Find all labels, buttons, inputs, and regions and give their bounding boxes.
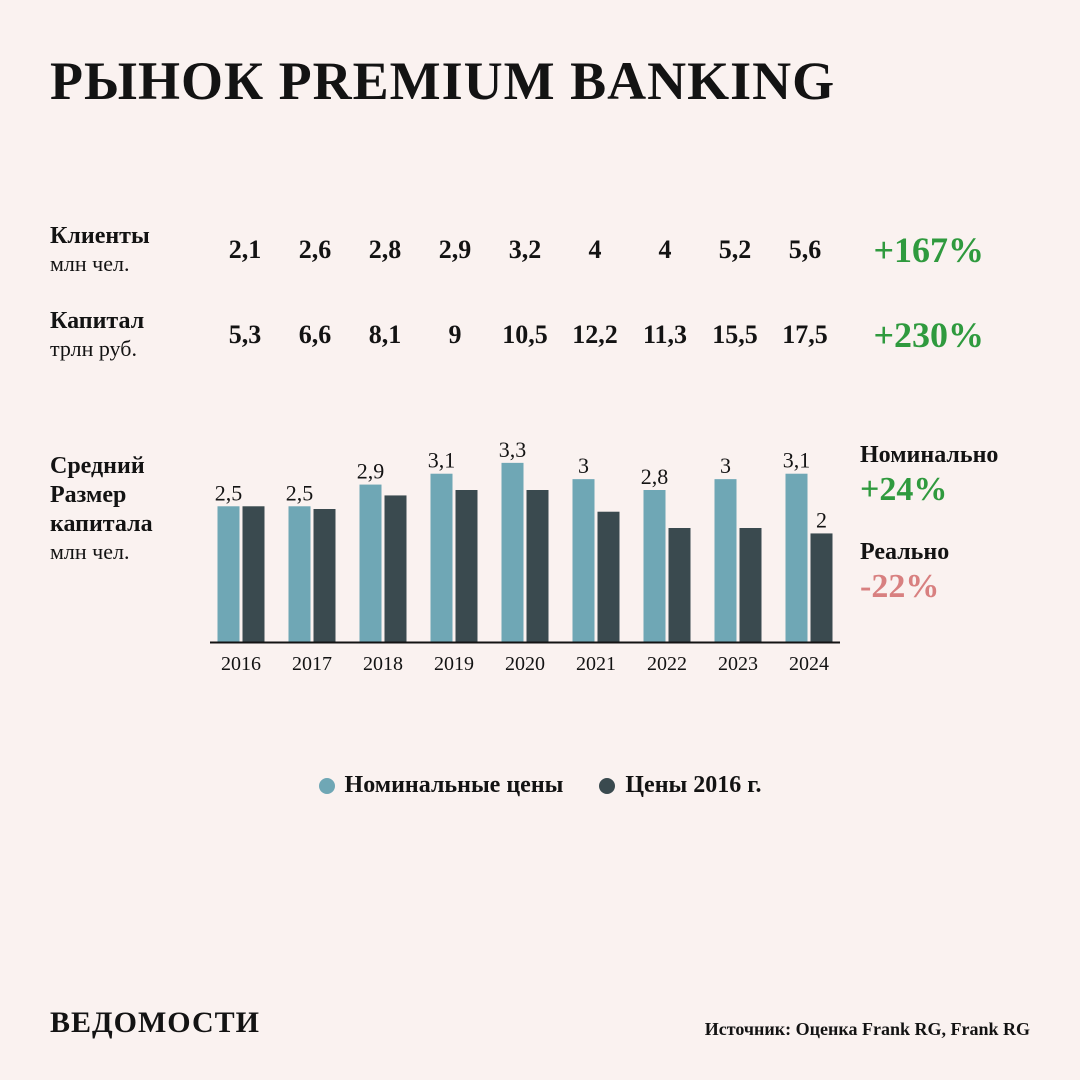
data-row: Капиталтрлн руб.5,36,68,1910,512,211,315…	[50, 307, 1030, 362]
bar	[573, 480, 595, 643]
bar	[811, 534, 833, 643]
legend-dot	[599, 778, 615, 794]
page: РЫНОК PREMIUM BANKING Клиентымлн чел.2,1…	[0, 0, 1080, 1080]
row-label-sub: млн чел.	[50, 251, 210, 277]
bar	[669, 528, 691, 642]
data-cell: 5,3	[210, 320, 280, 350]
bar	[598, 512, 620, 642]
bar-chart: 2,5 2016 2,5 2017 2,9 2018 3,1 2019 3,3 2020 3 2021…	[210, 422, 840, 682]
data-cell: 17,5	[770, 320, 840, 350]
row-label-main: Капитал	[50, 307, 210, 336]
data-row: Клиентымлн чел.2,12,62,82,93,2445,25,6+1…	[50, 222, 1030, 277]
brand-logo: ВЕДОМОСТИ	[50, 1006, 260, 1040]
x-axis-label: 2019	[434, 653, 474, 675]
chart-label-main: Средний Размер капитала	[50, 452, 210, 538]
bar-value-label: 3	[720, 454, 731, 479]
side-group: Реально-22%	[860, 539, 1040, 606]
chart-label-sub: млн чел.	[50, 539, 210, 565]
bar-value-label: 2,5	[286, 481, 314, 506]
bar	[740, 528, 762, 642]
data-cell: 2,9	[420, 235, 490, 265]
x-axis-label: 2017	[292, 653, 332, 675]
bar	[218, 507, 240, 643]
bar	[243, 507, 265, 643]
side-value: +24%	[860, 471, 1040, 509]
data-cell: 5,2	[700, 235, 770, 265]
data-cell: 8,1	[350, 320, 420, 350]
chart-block: Средний Размер капитала млн чел. 2,5 2016…	[50, 422, 1030, 682]
data-cell: 2,1	[210, 235, 280, 265]
bar	[527, 490, 549, 642]
bar	[786, 474, 808, 642]
row-label: Клиентымлн чел.	[50, 222, 210, 277]
row-label: Капиталтрлн руб.	[50, 307, 210, 362]
x-axis-label: 2020	[505, 653, 545, 675]
legend-item: Номинальные цены	[319, 772, 564, 799]
bar-value-label: 3,1	[783, 448, 811, 473]
bar-value-label: 3,3	[499, 437, 527, 462]
bar	[644, 490, 666, 642]
bar	[289, 507, 311, 643]
footer: ВЕДОМОСТИ Источник: Оценка Frank RG, Fra…	[50, 1006, 1030, 1040]
legend-dot	[319, 778, 335, 794]
x-axis-label: 2018	[363, 653, 403, 675]
bar	[314, 509, 336, 642]
data-cell: 3,2	[490, 235, 560, 265]
chart-label: Средний Размер капитала млн чел.	[50, 422, 210, 682]
x-axis-label: 2016	[221, 653, 261, 675]
legend: Номинальные цены Цены 2016 г.	[50, 772, 1030, 801]
x-axis-label: 2022	[647, 653, 687, 675]
bar	[431, 474, 453, 642]
bar	[360, 485, 382, 642]
data-cell: 10,5	[490, 320, 560, 350]
data-cell: 9	[420, 320, 490, 350]
data-cell: 2,6	[280, 235, 350, 265]
data-cell: 6,6	[280, 320, 350, 350]
bar-value-label: 2	[816, 508, 827, 533]
data-cell: 4	[630, 235, 700, 265]
bar	[385, 496, 407, 643]
data-cell: 15,5	[700, 320, 770, 350]
side-value: -22%	[860, 568, 1040, 606]
data-cell: 4	[560, 235, 630, 265]
chart-area: 2,5 2016 2,5 2017 2,9 2018 3,1 2019 3,3 2020 3 2021…	[210, 422, 840, 682]
data-cell: 2,8	[350, 235, 420, 265]
x-axis-label: 2024	[789, 653, 829, 675]
side-group: Номинально+24%	[860, 442, 1040, 509]
page-title: РЫНОК PREMIUM BANKING	[50, 50, 1030, 112]
source-text: Источник: Оценка Frank RG, Frank RG	[705, 1019, 1030, 1040]
legend-label: Цены 2016 г.	[625, 772, 761, 799]
row-label-main: Клиенты	[50, 222, 210, 251]
bar	[456, 490, 478, 642]
data-rows: Клиентымлн чел.2,12,62,82,93,2445,25,6+1…	[50, 222, 1030, 362]
bar-value-label: 2,5	[215, 481, 243, 506]
bar-value-label: 2,9	[357, 459, 385, 484]
bar-value-label: 3	[578, 454, 589, 479]
x-axis-label: 2023	[718, 653, 758, 675]
data-cell: 12,2	[560, 320, 630, 350]
bar-value-label: 2,8	[641, 464, 669, 489]
row-label-sub: трлн руб.	[50, 336, 210, 362]
x-axis-label: 2021	[576, 653, 616, 675]
bar-value-label: 3,1	[428, 448, 456, 473]
chart-side: Номинально+24% Реально-22%	[840, 422, 1040, 682]
bar	[715, 480, 737, 643]
side-label: Реально	[860, 539, 1040, 566]
data-cell: 11,3	[630, 320, 700, 350]
bar	[502, 463, 524, 642]
legend-item: Цены 2016 г.	[599, 772, 761, 799]
growth-value: +230%	[840, 314, 990, 356]
data-cell: 5,6	[770, 235, 840, 265]
legend-label: Номинальные цены	[345, 772, 564, 799]
side-label: Номинально	[860, 442, 1040, 469]
growth-value: +167%	[840, 229, 990, 271]
